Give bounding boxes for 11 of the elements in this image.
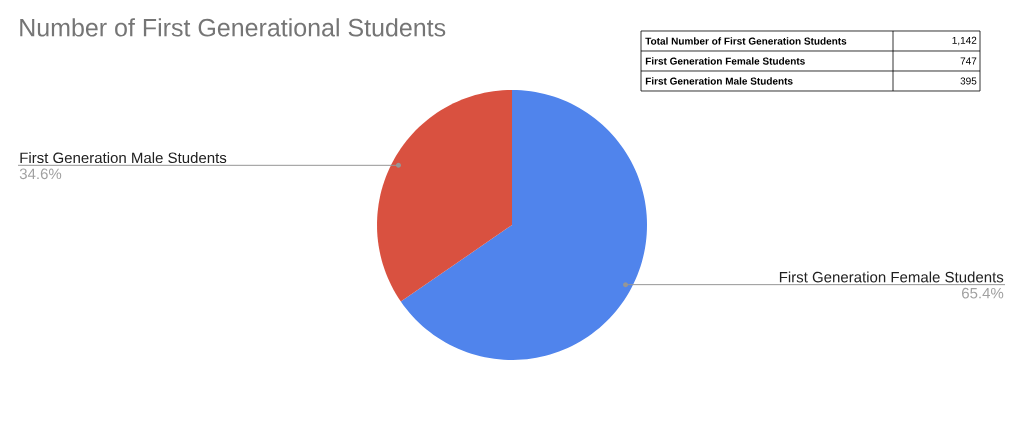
text: 395 (960, 77, 977, 85)
slice-label: First Generation Female Students (779, 271, 1004, 283)
text: 747 (960, 57, 977, 65)
chart-title: Number of First Generational Students (20, 18, 446, 37)
slice-label: First Generation Female Students (645, 57, 805, 65)
text: 1,142 (952, 36, 977, 46)
slice-label: First Generation Male Students (20, 152, 227, 164)
data-label: 65.4% (962, 287, 1004, 299)
category-label: First Generation Male Students (645, 77, 793, 85)
data-label: 34.6% (19, 168, 62, 180)
text: Total Number of First Generation Students (645, 37, 847, 45)
